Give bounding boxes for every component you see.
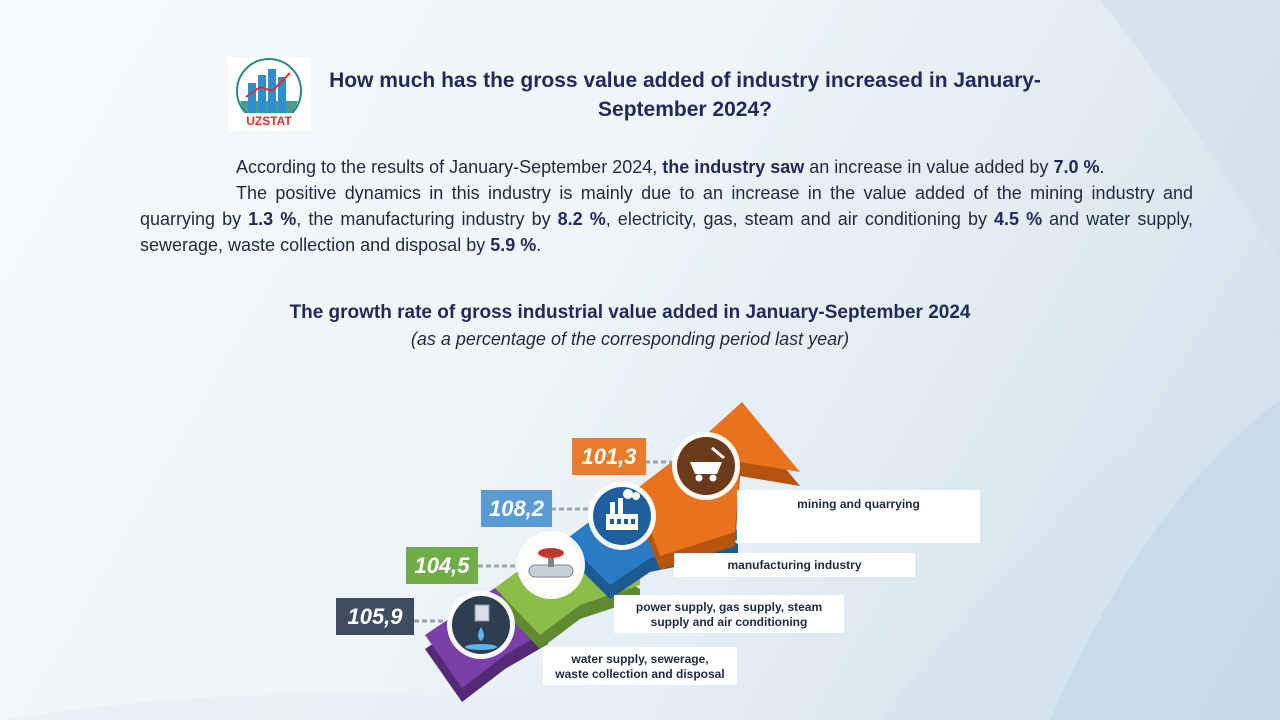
cart-wheel xyxy=(695,474,703,482)
water-tap-icon xyxy=(447,591,515,659)
water-drop xyxy=(478,627,484,641)
value-label-2: 108,2 xyxy=(481,490,552,527)
mine-cart-icon xyxy=(672,432,740,500)
body-text: According to the results of January-Sept… xyxy=(140,154,1193,258)
window xyxy=(624,519,628,524)
emphasis: 5.9 % xyxy=(490,235,537,255)
category-label-line: supply and air conditioning xyxy=(650,615,808,629)
paragraph-1: According to the results of January-Sept… xyxy=(140,154,1193,180)
emphasis: the industry saw xyxy=(662,157,805,177)
value-label-1: 101,3 xyxy=(572,438,646,475)
category-label-line: mining and quarrying xyxy=(797,497,920,511)
chimney xyxy=(618,498,623,514)
text-run: . xyxy=(1099,157,1105,177)
window xyxy=(631,519,635,524)
text-run: . xyxy=(536,235,542,255)
text-run: According to the results of January-Sept… xyxy=(236,157,663,177)
chimney xyxy=(610,502,615,514)
page-title: How much has the gross value added of in… xyxy=(329,69,1041,121)
logo-text: UZSTAT xyxy=(246,114,292,128)
pipe-outlet xyxy=(474,604,490,622)
chart-title: The growth rate of gross industrial valu… xyxy=(289,302,971,323)
valve-wheel xyxy=(538,548,564,558)
emphasis: 4.5 % xyxy=(994,209,1043,229)
chart-subtitle: (as a percentage of the corresponding pe… xyxy=(410,329,850,349)
category-label-line: water supply, sewerage, xyxy=(571,652,709,666)
smoke xyxy=(623,489,633,499)
cart-ore xyxy=(696,457,716,462)
valve-stem xyxy=(548,555,554,567)
category-label-4: water supply, sewerage, waste collection … xyxy=(543,647,737,685)
category-label-3: power supply, gas supply, steam supply an… xyxy=(614,595,844,633)
window xyxy=(610,519,614,524)
pickaxe xyxy=(711,446,725,460)
cart-body xyxy=(690,462,722,474)
smoke xyxy=(632,492,640,500)
text-run: an increase in value added by xyxy=(804,157,1054,177)
category-label-line: waste collection and disposal xyxy=(555,667,725,681)
window xyxy=(617,519,621,524)
emphasis: 8.2 % xyxy=(557,209,606,229)
text-run: The positive dynamics in this industry i… xyxy=(140,183,1193,229)
pipe-valve-icon xyxy=(517,531,585,599)
emphasis: 7.0 % xyxy=(1053,157,1100,177)
factory-icon xyxy=(588,482,656,550)
text-run: and water supply, sewerage, waste collec… xyxy=(140,209,1194,255)
icon-disc xyxy=(452,596,510,654)
text-run: , the manufacturing industry by xyxy=(296,209,558,229)
emphasis: 1.3 % xyxy=(248,209,297,229)
water-pool xyxy=(465,644,497,650)
cart-wheel xyxy=(709,474,717,482)
category-label-1: mining and quarrying xyxy=(737,490,980,543)
value-label-3: 104,5 xyxy=(406,547,478,584)
category-label-2: manufacturing industry xyxy=(674,553,915,577)
category-label-line: manufacturing industry xyxy=(727,558,862,572)
text-run: , electricity, gas, steam and air condit… xyxy=(605,209,995,229)
value-label-4: 105,9 xyxy=(336,598,414,635)
factory-body xyxy=(606,514,638,530)
uzstat-logo: UZSTAT xyxy=(228,57,311,131)
paragraph-2: The positive dynamics in this industry i… xyxy=(140,180,1193,258)
category-label-line: power supply, gas supply, steam xyxy=(635,600,823,614)
